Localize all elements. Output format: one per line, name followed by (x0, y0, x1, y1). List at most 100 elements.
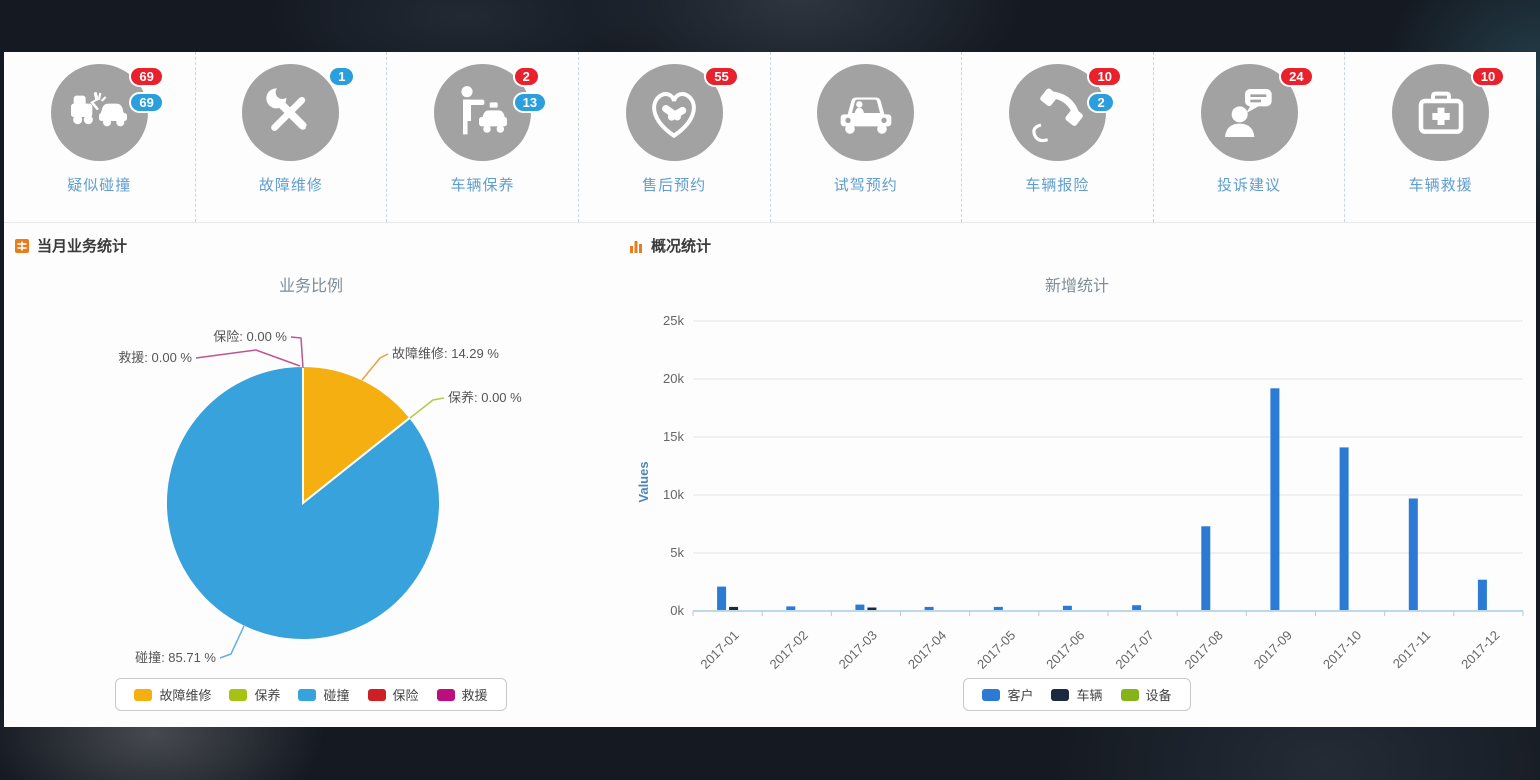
bar-chart-icon (630, 240, 642, 253)
x-tick-label: 2017-03 (836, 628, 880, 672)
service-item-label: 投诉建议 (1217, 177, 1282, 194)
y-tick-label: 10k (663, 487, 684, 502)
legend-item[interactable]: 保险 (367, 685, 419, 704)
y-tick-label: 25k (663, 313, 684, 328)
bar-chart-title: 新增统计 (1044, 278, 1109, 295)
overview-stats-title: 概况统计 (651, 238, 712, 255)
maintenance-leader-line (409, 397, 445, 419)
rescue-leader-line (195, 349, 301, 367)
x-tick-label: 2017-08 (1182, 628, 1226, 672)
y-tick-label: 0k (670, 603, 684, 618)
legend-item[interactable]: 设备 (1120, 685, 1172, 704)
service-item-label: 试驾预约 (833, 177, 898, 194)
legend-swatch (1120, 688, 1139, 701)
red-count-badge: 10 (1087, 66, 1122, 87)
bar-legend: 客户 车辆 设备 (963, 678, 1191, 711)
person-taxi-icon: 2 13 (434, 64, 548, 161)
monthly-business-header: 当月业务统计 (4, 223, 618, 260)
service-item-complaint-bubble[interactable]: 24 投诉建议 (1154, 52, 1346, 222)
legend-label: 设备 (1145, 688, 1172, 703)
bar-客户-2017-12 (1477, 579, 1487, 611)
blue-count-badge: 1 (328, 66, 356, 87)
legend-label: 保险 (392, 688, 419, 703)
badge-stack: 10 2 (1087, 66, 1122, 113)
pie-callout-repair: 故障维修: 14.29 % (392, 346, 499, 361)
service-item-car-crash[interactable]: 69 69 疑似碰撞 (4, 52, 196, 222)
legend-item[interactable]: 保养 (229, 685, 280, 704)
pie-legend: 故障维修 保养 碰撞 保险 救援 (115, 678, 507, 711)
legend-item[interactable]: 碰撞 (298, 685, 350, 704)
bar-客户-2017-10 (1339, 447, 1349, 611)
blue-count-badge: 2 (1087, 92, 1115, 113)
pie-chart-title: 业务比例 (278, 278, 343, 295)
badge-stack: 10 (1470, 66, 1506, 87)
badge-stack: 55 (704, 66, 739, 87)
bar-chart: Values 0k 5k 10k 15k 20k 25k 2017-01 2017-02 201… (636, 313, 1524, 672)
insurance-leader-line (290, 336, 304, 369)
red-count-badge: 55 (704, 66, 739, 87)
badge-stack: 1 (328, 66, 356, 87)
y-axis-label: Values (636, 461, 651, 502)
bar-客户-2017-09 (1270, 388, 1280, 611)
repair-tools-icon: 1 (242, 64, 356, 161)
pie-callout-maintenance: 保养: 0.00 % (448, 390, 522, 405)
bar-客户-2017-01 (717, 586, 727, 611)
service-item-label: 车辆报险 (1025, 177, 1090, 194)
handshake-heart-icon: 55 (625, 64, 739, 161)
blue-count-badge: 69 (129, 92, 164, 113)
phone-handset-icon: 10 2 (1008, 64, 1122, 161)
legend-swatch (298, 688, 317, 701)
bar-客户-2017-04 (924, 606, 934, 611)
legend-swatch (134, 688, 153, 701)
legend-label: 碰撞 (323, 688, 350, 703)
legend-swatch (1051, 688, 1070, 701)
car-crash-icon: 69 69 (50, 64, 164, 161)
legend-swatch (436, 688, 455, 701)
y-tick-label: 20k (663, 371, 684, 386)
legend-swatch (367, 688, 386, 701)
overview-stats-header: 概况统计 (618, 223, 1536, 260)
x-tick-label: 2017-04 (905, 628, 949, 672)
legend-item[interactable]: 救援 (436, 685, 488, 704)
red-count-badge: 69 (129, 66, 164, 87)
legend-item[interactable]: 客户 (982, 685, 1033, 704)
x-tick-label: 2017-05 (974, 628, 1018, 672)
legend-label: 救援 (461, 688, 488, 703)
legend-label: 保养 (254, 688, 281, 703)
pie-callout-collision: 碰撞: 85.71 % (135, 650, 216, 665)
x-tick-label: 2017-09 (1251, 628, 1295, 672)
pie-chart: 保险: 0.00 % 救援: 0.00 % 故障维修: 14.29 % 保养: … (118, 329, 522, 665)
service-item-first-aid-kit[interactable]: 10 车辆救援 (1345, 52, 1536, 222)
legend-label: 车辆 (1076, 688, 1103, 703)
service-item-person-taxi[interactable]: 2 13 车辆保养 (387, 52, 579, 222)
monthly-business-title: 当月业务统计 (37, 238, 128, 255)
repair-leader-line (361, 353, 389, 381)
legend-item[interactable]: 车辆 (1051, 685, 1103, 704)
bar-客户-2017-07 (1132, 605, 1142, 611)
service-item-car-driver[interactable]: 试驾预约 (771, 52, 963, 222)
x-tick-label: 2017-11 (1390, 628, 1434, 672)
legend-label: 故障维修 (159, 688, 212, 703)
bar-车辆-2017-01 (729, 606, 739, 611)
bar-客户-2017-08 (1201, 526, 1211, 611)
badge-stack: 24 (1279, 66, 1314, 87)
dashboard-panel: 69 69 疑似碰撞 1 故障维修 2 13 车辆保养 55 售后预约 试驾预约 10 2 车辆报险 24 投… (4, 52, 1536, 727)
y-tick-label: 15k (663, 429, 684, 444)
service-item-phone-handset[interactable]: 10 2 车辆报险 (962, 52, 1154, 222)
blue-count-badge: 13 (512, 92, 548, 113)
red-count-badge: 2 (512, 66, 540, 87)
legend-swatch (982, 688, 1001, 701)
legend-item[interactable]: 故障维修 (134, 685, 211, 704)
pie-callout-rescue: 救援: 0.00 % (118, 350, 192, 365)
badge-stack: 2 13 (512, 66, 548, 113)
legend-label: 客户 (1007, 688, 1034, 703)
monthly-business-panel: 当月业务统计 业务比例 保险: 0.00 % 救援: 0.00 % 故障维修: … (4, 223, 618, 711)
service-item-repair-tools[interactable]: 1 故障维修 (196, 52, 388, 222)
x-tick-label: 2017-10 (1320, 628, 1364, 672)
x-tick-label: 2017-02 (767, 628, 811, 672)
x-tick-label: 2017-06 (1043, 628, 1087, 672)
service-item-label: 疑似碰撞 (67, 177, 132, 194)
overview-stats-panel: 概况统计 新增统计 Values 0k 5k 10k 15k 20k 25k 2017-01… (618, 223, 1536, 711)
service-item-handshake-heart[interactable]: 55 售后预约 (579, 52, 771, 222)
